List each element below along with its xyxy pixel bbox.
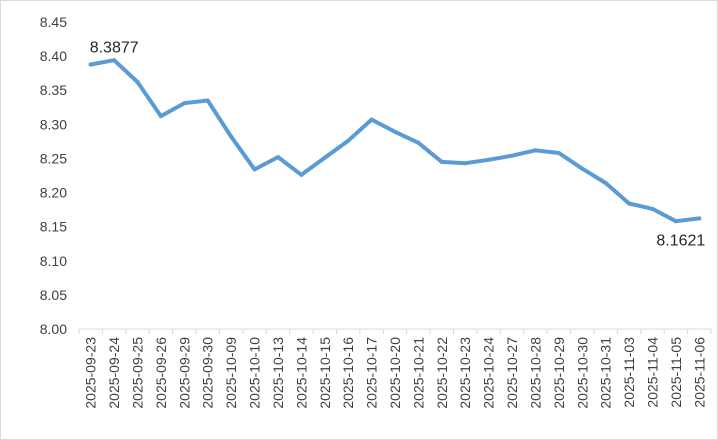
x-axis-ticks bbox=[78, 329, 712, 334]
data-label: 8.3877 bbox=[90, 40, 139, 57]
data-point bbox=[510, 153, 515, 158]
data-point bbox=[88, 62, 93, 67]
x-axis-tick-labels: 2025-09-23 2025-09-24 2025-09-25 2025-09-26… bbox=[83, 337, 708, 409]
x-tick-label: 2025-11-06 bbox=[691, 337, 707, 408]
x-tick-label: 2025-09-29 bbox=[176, 337, 192, 409]
data-points bbox=[88, 58, 702, 224]
y-tick-label: 8.15 bbox=[40, 219, 67, 235]
data-point bbox=[533, 148, 538, 153]
y-tick-label: 8.05 bbox=[40, 287, 67, 303]
data-point bbox=[393, 129, 397, 134]
x-tick-label: 2025-10-09 bbox=[223, 337, 239, 409]
x-tick-label: 2025-10-27 bbox=[504, 337, 520, 409]
x-tick-label: 2025-11-03 bbox=[621, 337, 637, 408]
data-labels: 8.3877 8.1621 bbox=[90, 40, 706, 250]
data-point bbox=[416, 140, 421, 145]
y-tick-label: 8.40 bbox=[40, 48, 67, 64]
data-point bbox=[650, 206, 655, 211]
data-point bbox=[580, 166, 585, 171]
data-point bbox=[205, 98, 210, 103]
y-tick-label: 8.45 bbox=[40, 14, 67, 30]
x-tick-label: 2025-09-25 bbox=[130, 337, 146, 409]
x-tick-label: 2025-10-22 bbox=[434, 337, 450, 409]
data-point bbox=[112, 58, 117, 63]
data-point bbox=[229, 134, 234, 139]
data-point bbox=[627, 201, 632, 206]
data-label: 8.1621 bbox=[656, 232, 705, 249]
series-line bbox=[88, 58, 702, 224]
y-axis-tick-labels: 8.00 8.05 8.10 8.15 8.20 8.25 8.30 8.35 8.40 8.45 bbox=[40, 14, 67, 337]
data-point bbox=[369, 117, 374, 122]
data-point bbox=[135, 80, 140, 85]
x-tick-label: 2025-11-04 bbox=[644, 337, 660, 408]
x-tick-label: 2025-11-05 bbox=[668, 337, 684, 408]
x-tick-label: 2025-09-23 bbox=[83, 337, 99, 409]
data-point bbox=[697, 216, 702, 221]
data-point bbox=[603, 181, 608, 186]
data-point bbox=[346, 138, 351, 143]
data-point bbox=[182, 101, 187, 106]
data-point bbox=[486, 157, 491, 162]
x-tick-label: 2025-10-13 bbox=[270, 337, 286, 409]
y-tick-label: 8.30 bbox=[40, 116, 67, 132]
data-point bbox=[322, 155, 327, 160]
y-tick-label: 8.35 bbox=[40, 82, 67, 98]
x-tick-label: 2025-10-20 bbox=[387, 337, 403, 409]
x-tick-label: 2025-10-14 bbox=[293, 337, 309, 409]
data-point bbox=[556, 150, 561, 155]
x-tick-label: 2025-10-15 bbox=[317, 337, 333, 409]
x-tick-label: 2025-10-28 bbox=[527, 337, 543, 409]
data-point bbox=[275, 155, 280, 160]
x-tick-label: 2025-10-10 bbox=[247, 337, 263, 409]
x-tick-label: 2025-10-23 bbox=[457, 337, 473, 409]
data-point bbox=[158, 114, 163, 119]
x-tick-label: 2025-10-21 bbox=[410, 337, 426, 409]
x-tick-label: 2025-10-24 bbox=[481, 337, 497, 409]
x-tick-label: 2025-10-17 bbox=[364, 337, 380, 409]
y-tick-label: 8.00 bbox=[40, 321, 67, 337]
data-point bbox=[439, 159, 444, 164]
x-tick-label: 2025-09-26 bbox=[153, 337, 169, 409]
data-point bbox=[252, 167, 257, 172]
x-tick-label: 2025-10-31 bbox=[598, 337, 614, 409]
y-tick-label: 8.10 bbox=[40, 253, 67, 269]
x-tick-label: 2025-10-29 bbox=[551, 337, 567, 409]
x-tick-label: 2025-10-30 bbox=[574, 337, 590, 409]
x-tick-label: 2025-10-16 bbox=[340, 337, 356, 409]
y-tick-label: 8.20 bbox=[40, 185, 67, 201]
data-point bbox=[673, 219, 678, 224]
data-point bbox=[463, 161, 468, 166]
data-point bbox=[299, 172, 304, 177]
x-tick-label: 2025-09-30 bbox=[200, 337, 216, 409]
x-tick-label: 2025-09-24 bbox=[106, 337, 122, 409]
y-tick-label: 8.25 bbox=[40, 150, 67, 166]
